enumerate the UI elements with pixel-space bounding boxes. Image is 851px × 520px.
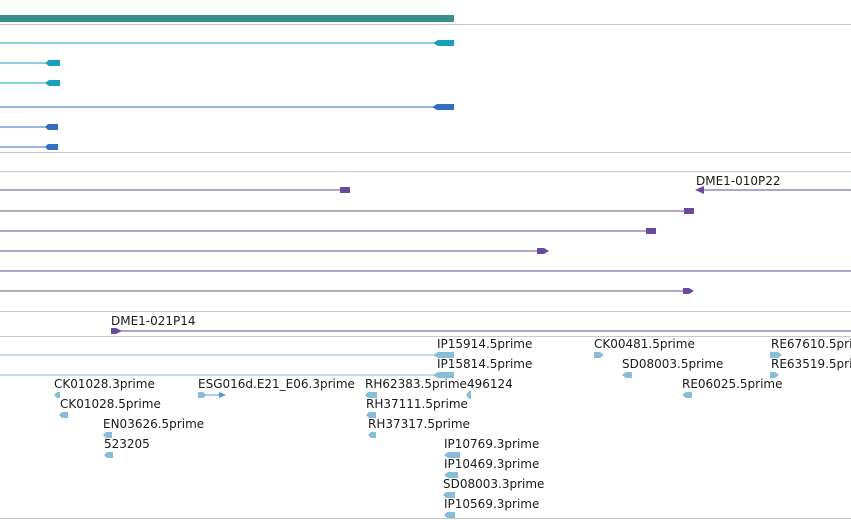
track-separators — [0, 24, 851, 519]
transcript-feature[interactable] — [0, 40, 454, 46]
est-track: IP15914.5prime CK00481.5prime RE67610.5p… — [0, 337, 851, 518]
est-feature[interactable] — [443, 492, 455, 498]
est-feature[interactable] — [54, 392, 60, 398]
est-feature[interactable] — [770, 352, 782, 358]
est-feature[interactable] — [198, 392, 207, 398]
est-label: CK00481.5prime — [594, 337, 695, 351]
est-feature[interactable] — [594, 352, 604, 358]
est-feature[interactable] — [103, 432, 112, 438]
est-feature[interactable] — [433, 352, 454, 358]
clone-feature[interactable] — [0, 288, 694, 294]
est-feature[interactable] — [207, 392, 226, 398]
est-label: CK01028.3prime — [54, 377, 155, 391]
est-label: 523205 — [104, 437, 150, 451]
est-label: RH37111.5prime — [366, 397, 468, 411]
cdna-clone-track: DME1-010P22 DME1-021P14 — [0, 174, 851, 334]
est-feature[interactable] — [444, 452, 460, 458]
clone-feature[interactable] — [0, 228, 656, 234]
est-label: SD08003.3prime — [443, 477, 544, 491]
est-feature[interactable] — [59, 412, 68, 418]
transcript-feature[interactable] — [0, 80, 60, 86]
transcript-track — [0, 40, 454, 150]
est-feature[interactable] — [444, 512, 455, 518]
est-feature[interactable] — [444, 472, 458, 478]
est-label: RH62383.5prime — [365, 377, 467, 391]
transcript-feature[interactable] — [0, 60, 60, 66]
transcript-feature[interactable] — [0, 104, 454, 110]
est-feature[interactable] — [366, 412, 376, 418]
est-label: IP10569.3prime — [444, 497, 539, 511]
est-feature[interactable] — [368, 432, 376, 438]
est-label: RH37317.5prime — [368, 417, 470, 431]
est-feature[interactable] — [433, 372, 454, 378]
clone-feature[interactable] — [695, 186, 851, 194]
est-label: RE63519.5prime — [771, 357, 851, 371]
est-label: IP10769.3prime — [444, 437, 539, 451]
est-label: 496124 — [467, 377, 513, 391]
est-feature[interactable] — [466, 391, 471, 399]
est-feature[interactable] — [365, 392, 377, 398]
est-feature[interactable] — [682, 392, 692, 398]
clone-feature[interactable] — [0, 208, 694, 214]
est-label: CK01028.5prime — [60, 397, 161, 411]
clone-feature[interactable] — [0, 187, 350, 193]
est-label: ESG016d.E21_E06.3prime — [198, 377, 355, 391]
gene-span-bar[interactable] — [0, 15, 454, 22]
clone-feature[interactable] — [111, 328, 851, 334]
clone-label: DME1-010P22 — [696, 174, 781, 188]
transcript-feature[interactable] — [0, 124, 58, 130]
est-label: EN03626.5prime — [103, 417, 204, 431]
clone-label: DME1-021P14 — [111, 314, 196, 328]
transcript-feature[interactable] — [0, 144, 58, 150]
est-label: IP15814.5prime — [437, 357, 532, 371]
est-label: IP10469.3prime — [444, 457, 539, 471]
est-label: IP15914.5prime — [437, 337, 532, 351]
est-feature[interactable] — [622, 372, 632, 378]
est-label: RE67610.5prime — [771, 337, 851, 351]
est-feature[interactable] — [104, 452, 113, 458]
est-label: RE06025.5prime — [682, 377, 783, 391]
clone-feature[interactable] — [0, 248, 549, 254]
est-feature[interactable] — [770, 372, 779, 378]
est-label: SD08003.5prime — [622, 357, 723, 371]
